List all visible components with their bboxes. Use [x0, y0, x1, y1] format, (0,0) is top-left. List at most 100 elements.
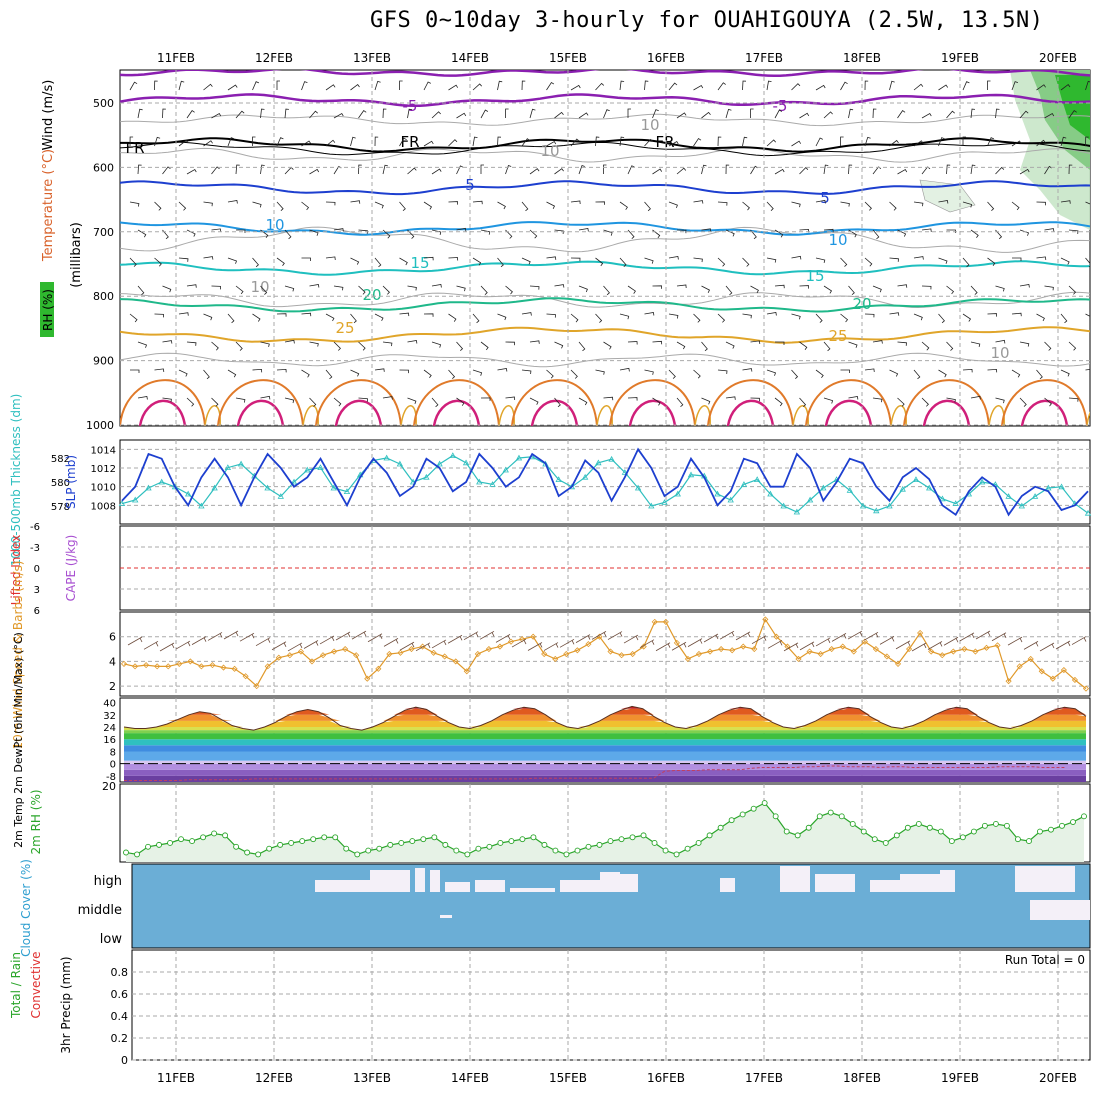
wind-barb [260, 341, 270, 347]
wind-barb [970, 108, 976, 119]
wind-barb [848, 341, 858, 348]
wind-speed-point [297, 648, 304, 655]
wind-barb [309, 229, 319, 236]
wind-barb [235, 397, 246, 403]
wind-barb [497, 368, 508, 372]
rh-point [948, 838, 955, 845]
rh-point [233, 843, 240, 850]
wind-barb [431, 341, 442, 348]
wind-barb [407, 285, 417, 291]
wind-barb [766, 369, 777, 376]
wind-barb [595, 369, 605, 375]
rh-contour [120, 291, 1090, 309]
temperature-loop-warm [334, 399, 383, 426]
wind-barb-10m [495, 634, 511, 643]
date-label-bottom: 13FEB [353, 1071, 391, 1085]
wind-barb [774, 229, 784, 238]
wind-barb [766, 312, 777, 316]
wind-barb-10m [1039, 642, 1055, 652]
pressure-tick-label: 600 [93, 161, 114, 174]
wind-speed-point [817, 650, 824, 658]
cloud-block [445, 882, 470, 892]
wind-barb [154, 313, 164, 318]
wind-barb [423, 140, 434, 147]
rh-point [860, 828, 867, 835]
wind-barb-10m [1055, 640, 1071, 650]
wind-barb [333, 285, 344, 291]
cloud-block [600, 872, 620, 892]
wind-barb [154, 201, 162, 211]
wind-barb [823, 164, 829, 175]
wind-barb [529, 340, 540, 344]
rh-line [125, 802, 1085, 856]
wind-barb [652, 168, 663, 175]
rh-point [838, 813, 845, 820]
contour-label: -5 [773, 97, 788, 115]
wind-barb [480, 285, 488, 295]
wind-barb [627, 397, 638, 401]
thickness-point [939, 495, 946, 502]
wind-barb [823, 228, 834, 233]
wind-speed-point [1060, 666, 1067, 674]
wind-barb [1044, 112, 1055, 119]
wind-barb [382, 285, 390, 295]
wind-barb [742, 257, 750, 267]
thickness-point [462, 459, 470, 466]
wind-barb [1060, 313, 1068, 324]
wind-barb [227, 200, 238, 204]
wind-barb [546, 140, 557, 147]
wind-barb [529, 285, 540, 290]
temperature-loop-warm [432, 399, 481, 426]
wind-barb [1085, 257, 1090, 268]
wind-barb [864, 313, 875, 318]
wind-barb-10m [399, 641, 415, 651]
rh-point [288, 840, 295, 846]
wind-barb [137, 341, 148, 348]
wind-barb [276, 257, 285, 266]
wind-barb [211, 166, 220, 175]
contour-label: 25 [828, 327, 847, 345]
wind-barb [382, 108, 387, 119]
wind-barb [546, 369, 554, 379]
wind-barb [154, 257, 162, 267]
wind-barb [889, 369, 899, 377]
wind-barb [154, 136, 161, 147]
thickness-point [661, 499, 668, 505]
wind-barb-10m [671, 641, 687, 651]
wind-barb [774, 168, 785, 175]
wind-barb [235, 341, 243, 351]
pressure-tick-label: 900 [93, 355, 114, 368]
wind-barb [505, 164, 512, 175]
wind-barb [1085, 368, 1090, 371]
wind-barb [358, 341, 366, 351]
precip-axis-label: 3hr Precip (mm) [59, 956, 73, 1053]
wind-barb [913, 201, 924, 207]
wind-speed-point [1016, 663, 1023, 670]
date-label-top: 13FEB [353, 51, 391, 65]
wind-barb [284, 108, 289, 119]
wind-barb [203, 201, 213, 207]
wind-barb [791, 201, 801, 208]
wind-barb [840, 81, 848, 91]
temperature-loop-small [204, 405, 221, 426]
wind-barb [652, 109, 659, 119]
wind-barb [1011, 81, 1019, 91]
wind-barb [423, 256, 434, 261]
cloud-block [315, 880, 370, 892]
wind-barb [578, 397, 588, 406]
rh-point [420, 836, 427, 843]
wind-barb [791, 255, 802, 260]
wind-barb [627, 285, 636, 294]
wind-barb [178, 312, 189, 316]
lifted-index-axis-label: Lifted Index [9, 535, 23, 606]
wind-barb [186, 284, 197, 288]
wind-barb [921, 341, 930, 351]
wind-barb [676, 397, 684, 408]
rh-point [497, 840, 504, 846]
cloud-block [620, 874, 638, 892]
rh-point [134, 851, 140, 858]
temperature-loop-small [890, 405, 907, 426]
date-label-top: 18FEB [843, 51, 881, 65]
rh-point [453, 847, 460, 854]
wind-barb [472, 200, 483, 205]
